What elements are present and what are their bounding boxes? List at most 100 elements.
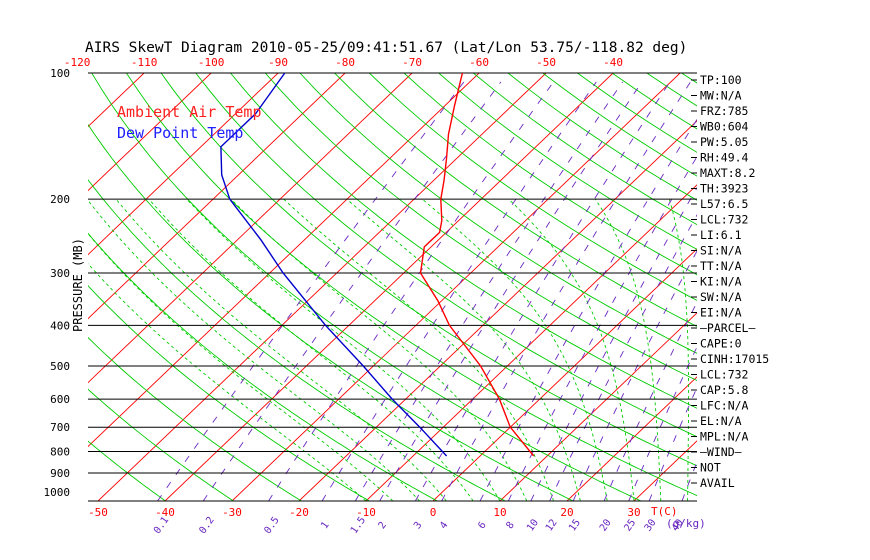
mixing-ratio-line [441, 81, 691, 501]
mixing-ratio-tick-label: 25 [622, 517, 638, 533]
stability-index-item: EI:N/A [700, 306, 742, 320]
moist-adiabat-lines [88, 198, 690, 501]
mixing-ratio-line [321, 81, 597, 501]
moist-adiabat-line [230, 198, 528, 501]
isotherm-line [0, 73, 77, 501]
mixing-ratio-tick-label: 1 [319, 520, 331, 531]
stability-index-item: TT:N/A [700, 259, 742, 273]
bottom-temp-tick-label: 30 [627, 506, 640, 519]
mixing-ratio-tick-label: 20 [598, 517, 614, 533]
isotherm-line [835, 73, 870, 501]
pressure-tick-label: 500 [50, 360, 70, 373]
dry-adiabat-line [368, 73, 697, 301]
dry-adiabat-line [299, 73, 697, 354]
y-axis-label: PRESSURE (MB) [71, 238, 85, 332]
top-temp-tick-label: -50 [536, 56, 556, 69]
dry-adiabat-line [751, 73, 870, 501]
mixing-ratio-tick-label: 0.5 [262, 515, 281, 536]
bottom-temp-tick-label: -50 [88, 506, 108, 519]
stability-index-item: TP:100 [700, 73, 742, 87]
isotherm-line [88, 73, 279, 256]
stability-index-item: MPL:N/A [700, 430, 749, 444]
isotherm-line [566, 376, 697, 501]
stability-index-item: CAP:5.8 [700, 383, 749, 397]
dry-adiabat-line [786, 73, 870, 501]
top-temp-tick-label: -120 [64, 56, 91, 69]
dry-adiabat-line [855, 73, 870, 501]
mixing-ratio-tick-label: 10 [525, 517, 541, 533]
dry-adiabat-line [88, 123, 574, 501]
moist-adiabat-line [88, 233, 394, 501]
dry-adiabat-line [88, 388, 234, 501]
mixing-ratio-line [648, 386, 697, 501]
pressure-tick-label: 900 [50, 467, 70, 480]
stability-index-item: KI:N/A [700, 275, 742, 289]
dry-adiabat-line [88, 440, 166, 501]
bottom-temp-tick-label: -10 [356, 506, 376, 519]
stability-index-item: SW:N/A [700, 290, 742, 304]
mixing-ratio-axis-unit: (g/kg) [666, 517, 706, 530]
top-temp-tick-label: -110 [131, 56, 158, 69]
mixing-ratio-line [549, 214, 697, 501]
mixing-ratio-line [603, 301, 697, 501]
mixing-ratio-line [628, 345, 697, 501]
isotherm-line [88, 73, 480, 448]
moist-adiabat-line [283, 198, 555, 501]
stability-index-item: L57:6.5 [700, 197, 748, 211]
top-temp-tick-label: -70 [402, 56, 422, 69]
dry-adiabat-line [264, 73, 697, 382]
dry-adiabat-line [88, 179, 506, 501]
dry-adiabat-line [507, 73, 697, 201]
bottom-temp-tick-label: -20 [289, 506, 309, 519]
moist-adiabat-line [346, 198, 581, 501]
isotherm-line [298, 120, 697, 501]
stability-index-item: RH:49.4 [700, 151, 749, 165]
bottom-temp-tick-label: 0 [430, 506, 437, 519]
stability-index-item: –WIND– [700, 445, 742, 459]
isotherm-line [88, 73, 413, 384]
pressure-tick-label: 800 [50, 446, 70, 459]
dry-adiabat-lines [88, 73, 870, 501]
pressure-tick-label: 200 [50, 193, 70, 206]
mixing-ratio-line [354, 81, 623, 501]
top-temp-tick-label: -60 [469, 56, 489, 69]
isotherm-line [499, 312, 697, 501]
legend: Ambient Air Temp Dew Point Temp [117, 103, 262, 142]
top-temperature-tick-labels: -120 -110 -100 -90 -80 -70 -60 -50 -40 [64, 56, 623, 69]
dry-adiabat-line [403, 73, 697, 276]
moist-adiabat-line [148, 198, 474, 501]
pressure-tick-labels: 100 200 300 400 500 600 700 800 900 1000 [44, 67, 71, 499]
stability-index-item: SI:N/A [700, 244, 742, 258]
isotherm-line [768, 73, 870, 501]
moist-adiabat-line [422, 198, 608, 501]
stability-index-item: CAPE:0 [700, 337, 742, 351]
pressure-tick-label: 100 [50, 67, 70, 80]
mixing-ratio-line [530, 186, 697, 501]
moist-adiabat-line [508, 198, 635, 501]
mixing-ratio-line [479, 118, 697, 501]
dry-adiabat-line [230, 73, 697, 409]
dew-point-temp-line [220, 73, 448, 457]
isotherm-line [432, 248, 697, 501]
mixing-ratio-tick-label: 6 [476, 520, 488, 531]
chart-title: AIRS SkewT Diagram 2010-05-25/09:41:51.6… [85, 40, 687, 56]
mixing-ratio-line [415, 81, 671, 501]
dry-adiabat-line [334, 73, 697, 328]
pressure-tick-label: 300 [50, 267, 70, 280]
mixing-ratio-line [572, 250, 697, 501]
moist-adiabat-line [186, 198, 501, 501]
stability-index-item: FRZ:785 [700, 104, 748, 118]
temperature-axis-unit: T(C) [651, 505, 678, 518]
stability-index-item: LI:6.1 [700, 228, 742, 242]
dry-adiabat-line [195, 73, 697, 438]
moist-adiabat-line [115, 198, 447, 501]
mixing-ratio-line [157, 81, 465, 501]
dry-adiabat-line [91, 73, 642, 501]
moist-adiabat-line [88, 199, 420, 501]
stability-index-item: CINH:17015 [700, 352, 769, 366]
isotherm-line [88, 73, 346, 320]
top-temp-tick-label: -40 [603, 56, 623, 69]
mixing-ratio-tick-label: 15 [567, 517, 583, 533]
mixing-ratio-line [202, 81, 502, 501]
isotherm-line [231, 73, 681, 501]
